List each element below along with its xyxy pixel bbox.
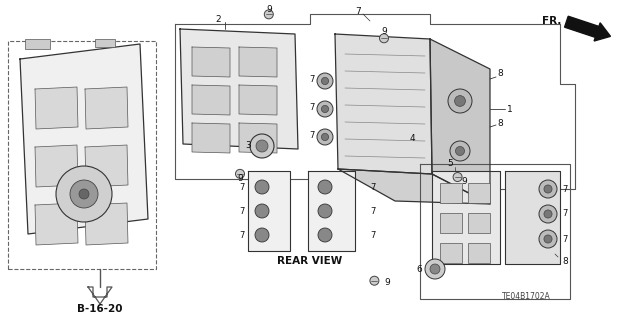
Circle shape — [448, 89, 472, 113]
Text: TE04B1702A: TE04B1702A — [502, 292, 550, 301]
Polygon shape — [338, 169, 490, 204]
Circle shape — [425, 259, 445, 279]
Circle shape — [380, 34, 388, 43]
Text: 7: 7 — [355, 6, 361, 16]
Circle shape — [456, 146, 465, 155]
Circle shape — [317, 101, 333, 117]
Circle shape — [318, 180, 332, 194]
Text: B-16-20: B-16-20 — [77, 304, 123, 314]
Circle shape — [453, 173, 462, 182]
Polygon shape — [430, 39, 490, 204]
Circle shape — [255, 228, 269, 242]
Text: 1: 1 — [507, 105, 513, 114]
Circle shape — [255, 204, 269, 218]
Text: 7: 7 — [370, 206, 376, 216]
Bar — [25, 39, 50, 49]
Polygon shape — [308, 171, 355, 251]
Text: 7: 7 — [239, 182, 245, 191]
Circle shape — [56, 166, 112, 222]
Text: 6: 6 — [416, 264, 422, 273]
Polygon shape — [35, 87, 78, 129]
Text: 7: 7 — [310, 130, 315, 139]
Polygon shape — [85, 145, 128, 187]
Polygon shape — [335, 34, 432, 174]
Polygon shape — [20, 44, 148, 234]
Text: 5: 5 — [447, 160, 453, 168]
Circle shape — [370, 276, 379, 285]
Circle shape — [430, 264, 440, 274]
Polygon shape — [192, 85, 230, 115]
Circle shape — [321, 78, 328, 85]
Polygon shape — [248, 171, 290, 251]
Text: 2: 2 — [215, 14, 221, 24]
Text: 9: 9 — [266, 5, 271, 14]
Text: 7: 7 — [562, 210, 568, 219]
Polygon shape — [432, 171, 500, 264]
Text: 7: 7 — [562, 184, 568, 194]
Bar — [8, 41, 156, 269]
Text: 9: 9 — [461, 177, 467, 186]
Circle shape — [70, 180, 98, 208]
Polygon shape — [35, 145, 78, 187]
Polygon shape — [239, 123, 277, 153]
Polygon shape — [35, 203, 78, 245]
Text: REAR VIEW: REAR VIEW — [277, 256, 342, 266]
Circle shape — [454, 96, 465, 107]
Text: 9: 9 — [237, 174, 243, 183]
Circle shape — [544, 185, 552, 193]
Circle shape — [539, 230, 557, 248]
Circle shape — [318, 228, 332, 242]
Bar — [468, 213, 490, 233]
Text: 8: 8 — [562, 256, 568, 265]
Polygon shape — [88, 287, 112, 304]
Polygon shape — [505, 171, 560, 264]
Circle shape — [321, 133, 328, 141]
Polygon shape — [85, 203, 128, 245]
Text: 3: 3 — [245, 142, 251, 151]
Text: 7: 7 — [310, 75, 315, 84]
Text: 9: 9 — [381, 27, 387, 36]
Text: 7: 7 — [562, 234, 568, 243]
Bar — [440, 183, 462, 203]
Text: 4: 4 — [410, 134, 415, 143]
Text: 7: 7 — [370, 182, 376, 191]
Polygon shape — [85, 87, 128, 129]
Circle shape — [317, 129, 333, 145]
Polygon shape — [239, 85, 277, 115]
Circle shape — [318, 204, 332, 218]
Circle shape — [450, 141, 470, 161]
Circle shape — [539, 180, 557, 198]
Text: 7: 7 — [370, 231, 376, 240]
Circle shape — [264, 10, 273, 19]
Bar — [95, 39, 115, 47]
Text: 7: 7 — [310, 102, 315, 112]
Circle shape — [544, 210, 552, 218]
Circle shape — [236, 169, 244, 178]
FancyArrow shape — [564, 16, 611, 41]
Bar — [440, 213, 462, 233]
Circle shape — [250, 134, 274, 158]
Circle shape — [539, 205, 557, 223]
Text: 9: 9 — [385, 278, 390, 287]
Circle shape — [321, 105, 328, 113]
Polygon shape — [239, 47, 277, 77]
Bar — [440, 243, 462, 263]
Circle shape — [317, 73, 333, 89]
Polygon shape — [180, 29, 298, 149]
Circle shape — [544, 235, 552, 243]
Circle shape — [79, 189, 89, 199]
Text: 7: 7 — [239, 231, 245, 240]
Polygon shape — [192, 47, 230, 77]
Text: 8: 8 — [497, 120, 503, 129]
Text: 7: 7 — [239, 206, 245, 216]
Polygon shape — [192, 123, 230, 153]
Bar — [468, 243, 490, 263]
Text: 8: 8 — [497, 70, 503, 78]
Circle shape — [255, 180, 269, 194]
Bar — [468, 183, 490, 203]
Text: FR.: FR. — [542, 16, 561, 26]
Circle shape — [256, 140, 268, 152]
